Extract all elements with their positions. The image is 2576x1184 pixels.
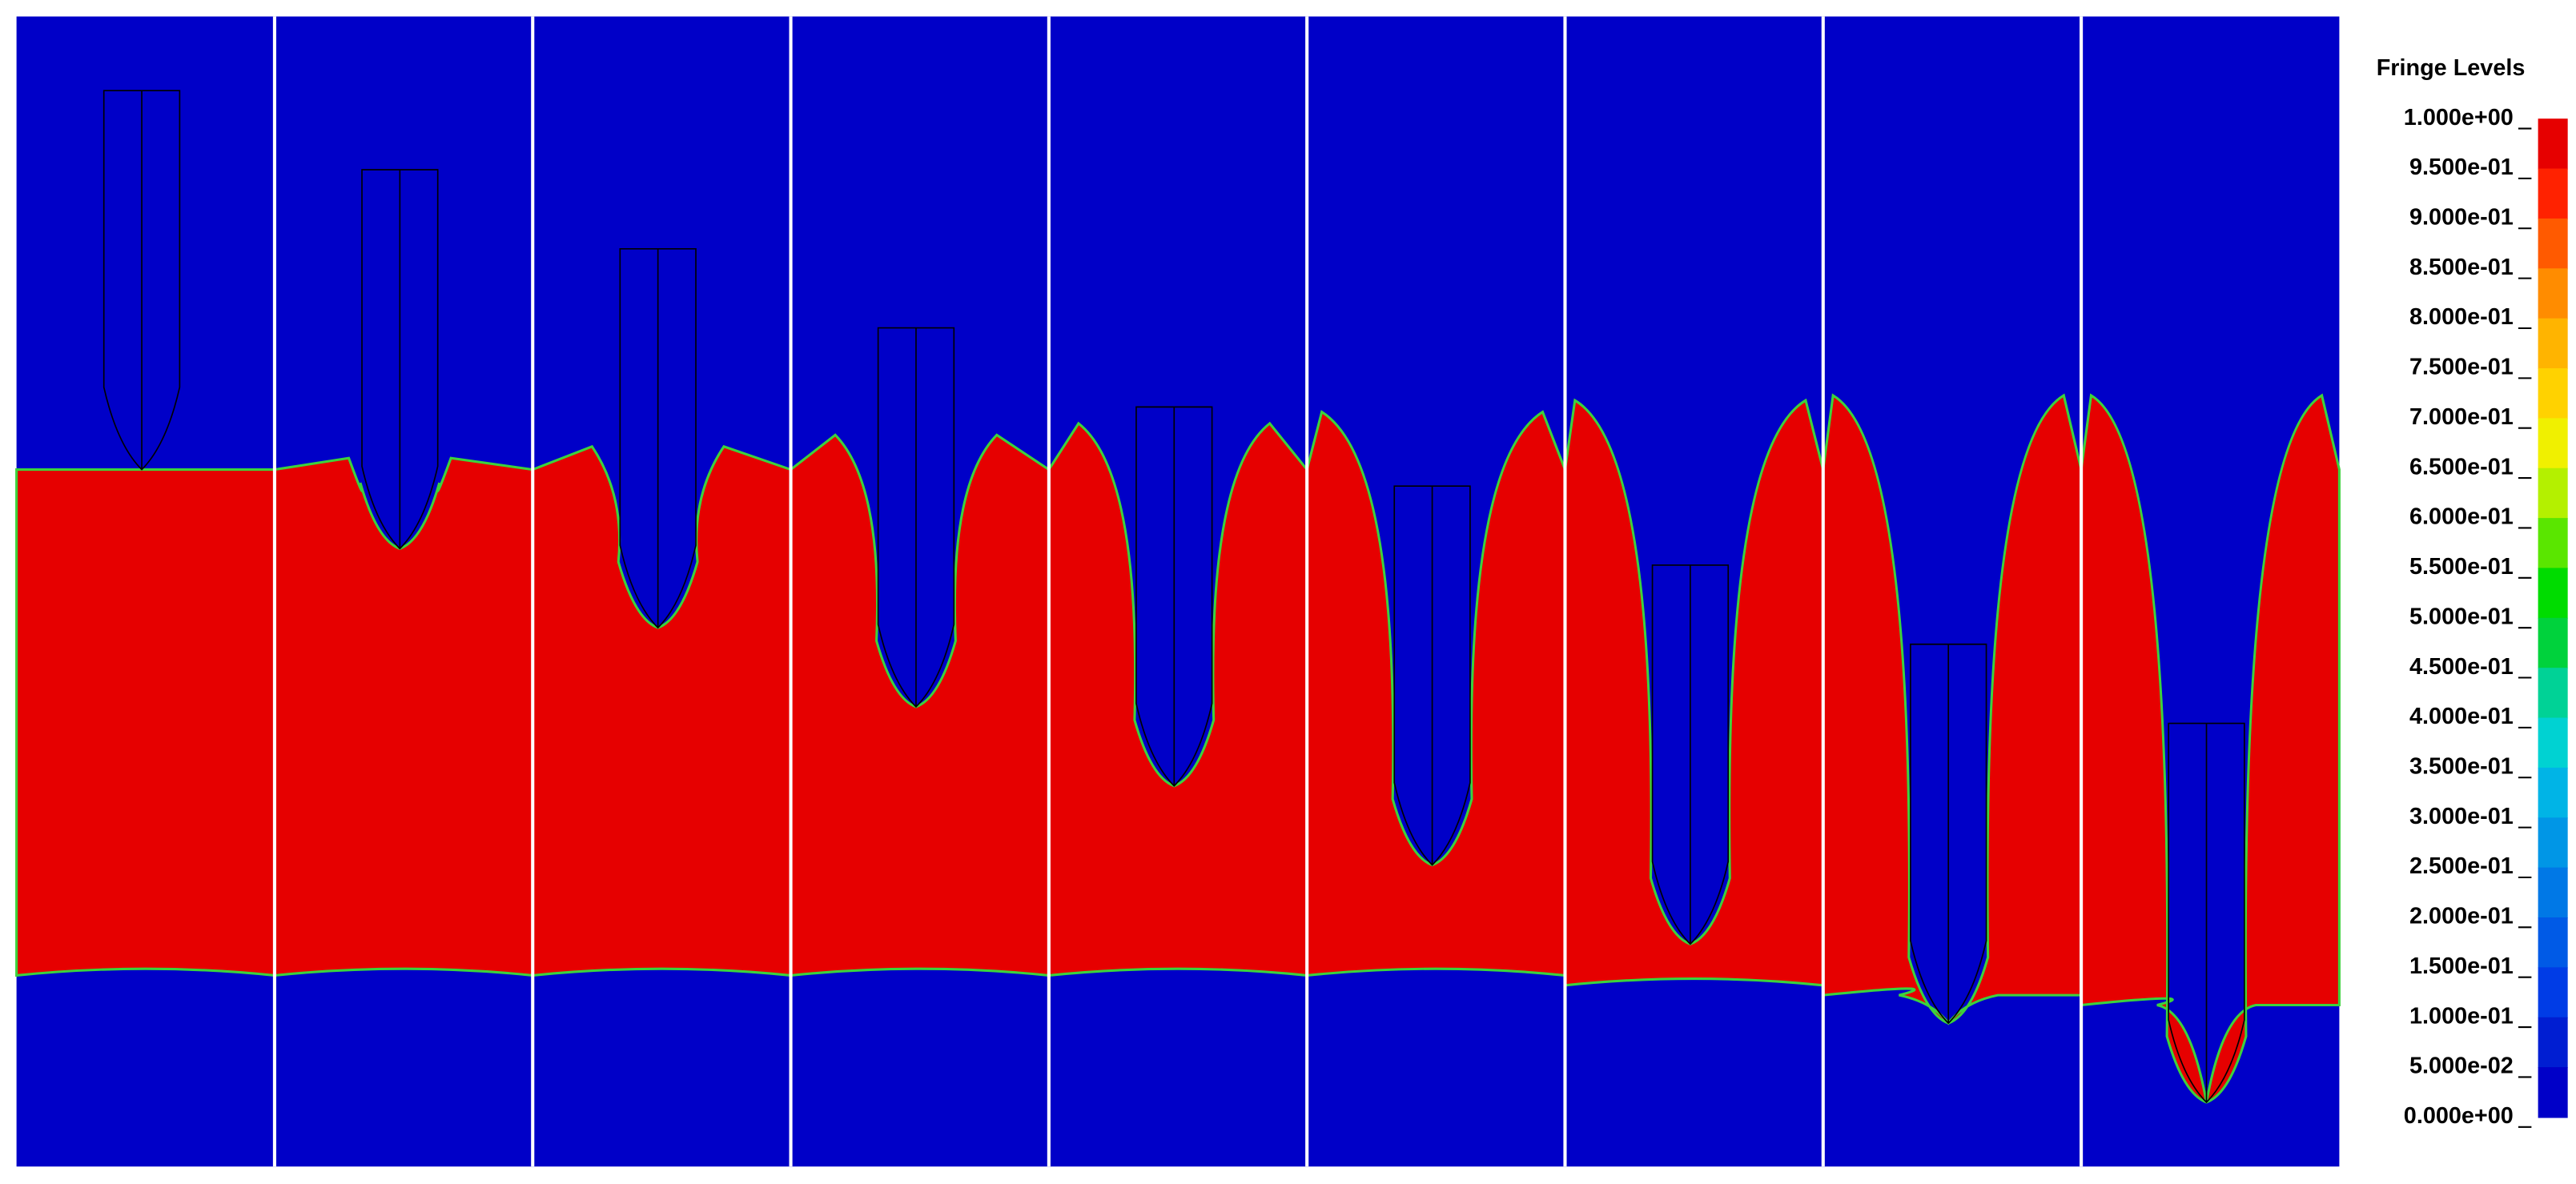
fringe-band: [2538, 518, 2568, 569]
fringe-band: [2538, 917, 2568, 969]
projectile-outline: [619, 247, 697, 629]
fluid-region: [1305, 410, 1567, 977]
fringe-band: [2538, 268, 2568, 319]
fluid-region: [2080, 393, 2341, 1104]
fringe-band: [2538, 668, 2568, 719]
fluid-layer: [531, 444, 793, 977]
fluid-region: [1563, 398, 1825, 987]
fringe-level-label: 8.500e-01: [2409, 255, 2514, 280]
fringe-band: [2538, 468, 2568, 520]
fringe-band: [2538, 168, 2568, 219]
fluid-layer: [1563, 398, 1825, 987]
fringe-level-label: 9.500e-01: [2409, 155, 2514, 180]
projectile-outline: [877, 327, 955, 708]
fringe-level-label: 5.500e-01: [2409, 554, 2514, 580]
projectile-outline: [361, 169, 439, 550]
fringe-level-label: 9.000e-01: [2409, 205, 2514, 231]
fringe-level-label: 6.000e-01: [2409, 504, 2514, 530]
fringe-band: [2538, 368, 2568, 419]
fluid-region: [531, 444, 793, 977]
fringe-level-label: 4.500e-01: [2409, 654, 2514, 680]
fringe-level-label: 5.000e-02: [2409, 1054, 2514, 1079]
fringe-level-label: 0.000e+00: [2404, 1103, 2514, 1129]
fluid-layer: [2080, 393, 2341, 1104]
fringe-level-label: 6.500e-01: [2409, 454, 2514, 480]
fringe-level-label: 3.000e-01: [2409, 804, 2514, 829]
fluid-region: [790, 433, 1051, 977]
projectile-outline: [1651, 564, 1730, 945]
fluid-layer: [1305, 410, 1567, 977]
fringe-band: [2538, 318, 2568, 370]
fringe-band: [2538, 767, 2568, 819]
fluid-region: [15, 468, 276, 977]
projectile-outline: [1393, 485, 1471, 866]
fringe-level-label: 1.000e+00: [2404, 105, 2514, 130]
fringe-level-label: 1.000e-01: [2409, 1003, 2514, 1029]
fluid-region: [273, 456, 534, 977]
projectile-outline: [1910, 643, 1987, 1025]
fringe-band: [2538, 817, 2568, 869]
fringe-level-label: 3.500e-01: [2409, 754, 2514, 780]
fringe-level-label: 7.500e-01: [2409, 355, 2514, 380]
fringe-level-label: 8.000e-01: [2409, 304, 2514, 330]
fluid-layer: [15, 468, 276, 977]
fringe-band: [2538, 967, 2568, 1018]
panels: [15, 16, 2341, 1167]
projectile-outline: [1135, 406, 1213, 787]
fringe-band: [2538, 118, 2568, 170]
fringe-level-label: 7.000e-01: [2409, 404, 2514, 430]
fringe-band: [2538, 218, 2568, 270]
fringe-level-label: 4.000e-01: [2409, 704, 2514, 729]
fringe-level-label: 5.000e-01: [2409, 604, 2514, 629]
fringe-level-label: 2.500e-01: [2409, 853, 2514, 879]
legend: Fringe Levels 1.000e+00 9.500e-01 9.000e-0…: [2377, 55, 2568, 1129]
fringe-band: [2538, 568, 2568, 619]
fluid-layer: [1822, 393, 2083, 1025]
fluid-region: [1047, 421, 1308, 977]
fringe-band: [2538, 1017, 2568, 1069]
fringe-band: [2538, 1067, 2568, 1118]
fringe-band: [2538, 867, 2568, 919]
fringe-band: [2538, 617, 2568, 669]
fringe-level-label: 1.500e-01: [2409, 953, 2514, 979]
fringe-level-label: 2.000e-01: [2409, 904, 2514, 929]
fluid-layer: [273, 456, 534, 977]
fringe-band: [2538, 418, 2568, 469]
projectile-outline: [2168, 722, 2245, 1104]
legend-title: Fringe Levels: [2377, 55, 2526, 81]
fluid-layer: [790, 433, 1051, 977]
projectile-outline: [102, 90, 181, 471]
fluid-layer: [1047, 421, 1308, 977]
fluid-region: [1822, 393, 2083, 1025]
fringe-band: [2538, 717, 2568, 769]
